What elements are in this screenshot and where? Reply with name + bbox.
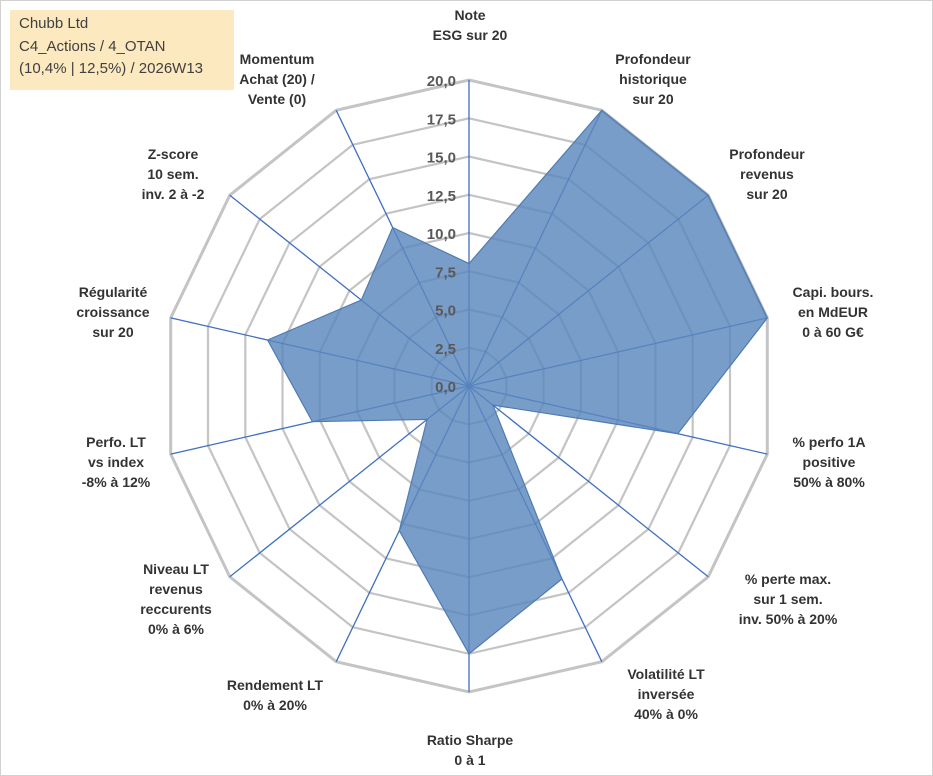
tick-label: 20,0 xyxy=(427,73,456,90)
axis-label-line: Profondeur xyxy=(615,51,691,67)
axis-label-line: Momentum xyxy=(240,51,315,67)
tick-label: 17,5 xyxy=(427,111,456,128)
axis-label-line: Achat (20) / xyxy=(239,71,315,87)
axis-label: Niveau LT revenus reccurents 0% à 6% xyxy=(140,561,212,637)
axis-label: Capi. bours. en MdEUR 0 à 60 G€ xyxy=(793,284,874,340)
axis-label: Profondeur historique sur 20 xyxy=(615,51,691,107)
axis-label-line: revenus xyxy=(740,166,794,182)
axis-label-line: historique xyxy=(619,71,687,87)
tick-label: 10,0 xyxy=(427,226,456,243)
axis-label: Momentum Achat (20) / Vente (0) xyxy=(239,51,315,107)
axis-label-line: 0 à 60 G€ xyxy=(802,324,864,340)
axis-label-line: revenus xyxy=(149,581,203,597)
axis-label-line: positive xyxy=(803,454,856,470)
axis-label-line: Perfo. LT xyxy=(86,434,146,450)
tick-label: 5,0 xyxy=(435,303,456,320)
performance-week: (10,4% | 12,5%) / 2026W13 xyxy=(19,60,203,77)
axis-label-line: % perte max. xyxy=(745,571,831,587)
axis-label: Rendement LT 0% à 20% xyxy=(227,677,324,713)
axis-label: Note ESG sur 20 xyxy=(433,7,508,43)
tick-label: 0,0 xyxy=(435,379,456,396)
axis-label-line: Rendement LT xyxy=(227,677,324,693)
axis-label-line: Vente (0) xyxy=(248,91,306,107)
axis-label-line: inversée xyxy=(638,686,695,702)
axis-label-line: croissance xyxy=(76,304,149,320)
axis-label-line: 50% à 80% xyxy=(793,474,865,490)
axis-label-line: Niveau LT xyxy=(143,561,209,577)
axis-label-line: inv. 2 à -2 xyxy=(142,186,205,202)
axis-label: Perfo. LT vs index -8% à 12% xyxy=(82,434,151,490)
axis-label-line: Profondeur xyxy=(729,146,805,162)
axis-label-line: en MdEUR xyxy=(798,304,868,320)
chart-title-box: Chubb Ltd C4_Actions / 4_OTAN (10,4% | 1… xyxy=(10,10,234,90)
axis-label: Profondeur revenus sur 20 xyxy=(729,146,805,202)
axis-label-line: 40% à 0% xyxy=(634,706,698,722)
axis-label: Ratio Sharpe 0 à 1 xyxy=(427,732,514,768)
tick-label: 7,5 xyxy=(435,264,456,281)
axis-label: % perte max. sur 1 sem. inv. 50% à 20% xyxy=(739,571,838,627)
axis-label-line: sur 1 sem. xyxy=(753,591,822,607)
axis-label-line: Régularité xyxy=(79,284,148,300)
radar-axis-labels: Note ESG sur 20 Profondeur historique sur 20… xyxy=(76,7,873,768)
axis-label-line: Note xyxy=(454,7,485,23)
axis-label-line: reccurents xyxy=(140,601,212,617)
radar-series xyxy=(266,109,769,655)
axis-label-line: Ratio Sharpe xyxy=(427,732,514,748)
axis-label-line: Capi. bours. xyxy=(793,284,874,300)
radar-tick-labels: 0,0 2,5 5,0 7,5 10,0 12,5 15,0 17,5 20,0 xyxy=(427,73,456,396)
axis-label: Régularité croissance sur 20 xyxy=(76,284,149,340)
axis-label-line: inv. 50% à 20% xyxy=(739,611,838,627)
axis-label-line: sur 20 xyxy=(746,186,787,202)
axis-label: Z-score 10 sem. inv. 2 à -2 xyxy=(142,146,205,202)
company-name: Chubb Ltd xyxy=(19,15,89,32)
axis-label-line: sur 20 xyxy=(92,324,133,340)
axis-label-line: 0% à 6% xyxy=(148,621,205,637)
axis-label-line: Volatilité LT xyxy=(627,666,705,682)
axis-label: % perfo 1A positive 50% à 80% xyxy=(792,434,865,490)
tick-label: 12,5 xyxy=(427,188,456,205)
axis-label-line: sur 20 xyxy=(632,91,673,107)
axis-label-line: 0% à 20% xyxy=(243,697,307,713)
axis-spoke xyxy=(468,385,709,578)
axis-label-line: 0 à 1 xyxy=(454,752,485,768)
axis-label-line: Z-score xyxy=(148,146,199,162)
axis-label-line: ESG sur 20 xyxy=(433,27,508,43)
axis-label-line: -8% à 12% xyxy=(82,474,151,490)
portfolio-category: C4_Actions / 4_OTAN xyxy=(19,37,166,55)
axis-label-line: 10 sem. xyxy=(147,166,198,182)
axis-label-line: vs index xyxy=(88,454,144,470)
tick-label: 2,5 xyxy=(435,341,456,358)
tick-label: 15,0 xyxy=(427,150,456,167)
axis-label-line: % perfo 1A xyxy=(792,434,865,450)
axis-label: Volatilité LT inversée 40% à 0% xyxy=(627,666,705,722)
